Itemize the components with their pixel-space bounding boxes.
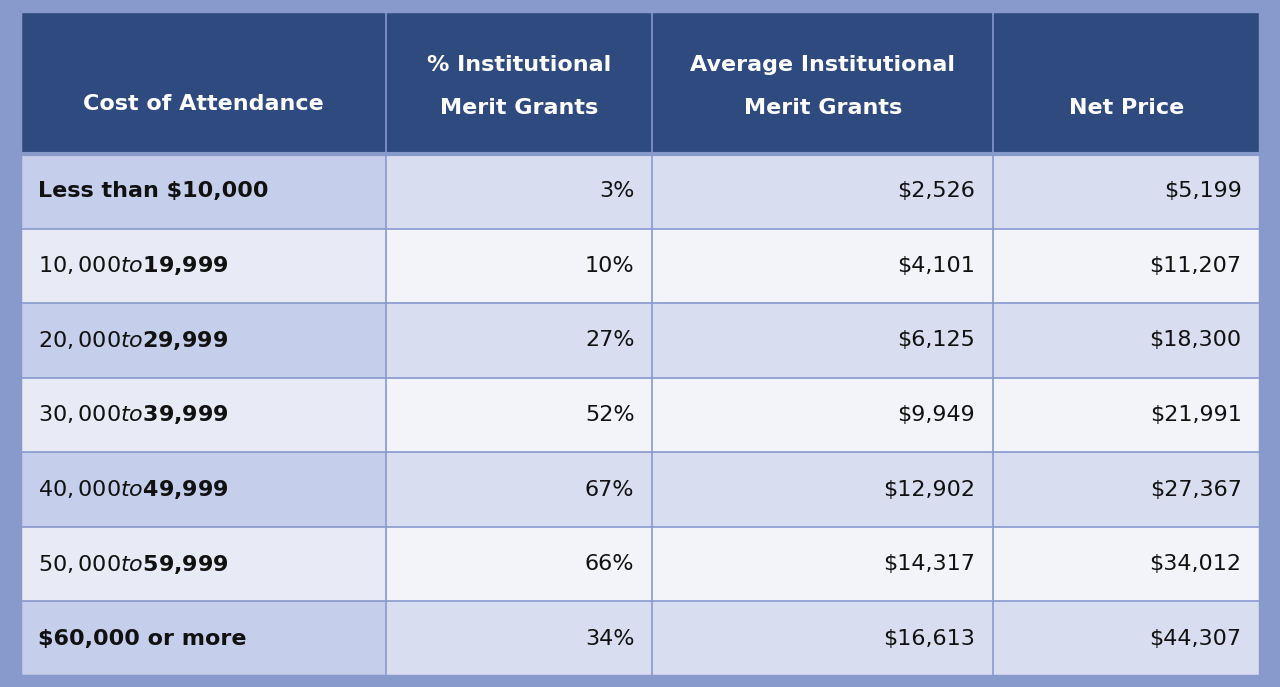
Text: $44,307: $44,307 [1149,629,1242,649]
Bar [20,229,387,303]
Text: Cost of Attendance: Cost of Attendance [83,94,324,114]
Bar [387,601,653,676]
Text: 66%: 66% [585,554,635,574]
Text: $12,902: $12,902 [883,480,975,499]
Text: 10%: 10% [585,256,635,276]
Bar [993,229,1260,303]
Bar [993,601,1260,676]
Bar [20,11,1260,154]
Bar [653,527,993,601]
Bar [387,378,653,452]
Bar [993,527,1260,601]
Text: $10,000 to $19,999: $10,000 to $19,999 [38,254,229,278]
Bar [993,154,1260,229]
Text: 67%: 67% [585,480,635,499]
Text: Merit Grants: Merit Grants [440,98,598,118]
Bar [387,154,653,229]
Text: Net Price: Net Price [1069,98,1184,118]
Text: Average Institutional: Average Institutional [690,56,955,76]
Text: Less than $10,000: Less than $10,000 [38,181,269,201]
Text: $40,000 to $49,999: $40,000 to $49,999 [38,478,229,501]
Text: $30,000 to $39,999: $30,000 to $39,999 [38,403,229,427]
Text: $20,000 to $29,999: $20,000 to $29,999 [38,329,229,352]
Text: Merit Grants: Merit Grants [744,98,902,118]
Text: $16,613: $16,613 [883,629,975,649]
Text: $11,207: $11,207 [1149,256,1242,276]
Bar [387,527,653,601]
Text: 27%: 27% [585,330,635,350]
Text: $18,300: $18,300 [1149,330,1242,350]
Text: 3%: 3% [599,181,635,201]
Bar [20,378,387,452]
Bar [993,452,1260,527]
Bar [20,452,387,527]
Text: $2,526: $2,526 [897,181,975,201]
Text: $4,101: $4,101 [897,256,975,276]
Text: $21,991: $21,991 [1149,405,1242,425]
Text: % Institutional: % Institutional [428,56,612,76]
Text: $5,199: $5,199 [1164,181,1242,201]
Text: $9,949: $9,949 [897,405,975,425]
Text: 34%: 34% [585,629,635,649]
Bar [20,154,387,229]
Text: $50,000 to $59,999: $50,000 to $59,999 [38,552,229,576]
Bar [653,452,993,527]
Text: $14,317: $14,317 [883,554,975,574]
Bar [20,303,387,378]
Text: $27,367: $27,367 [1149,480,1242,499]
Text: $34,012: $34,012 [1149,554,1242,574]
Text: 52%: 52% [585,405,635,425]
Text: $60,000 or more: $60,000 or more [38,629,247,649]
Bar [20,601,387,676]
Bar [387,303,653,378]
Bar [387,229,653,303]
Bar [387,452,653,527]
Bar [653,303,993,378]
Bar [20,527,387,601]
Bar [653,378,993,452]
Text: $6,125: $6,125 [897,330,975,350]
Bar [653,601,993,676]
Bar [653,154,993,229]
Bar [653,229,993,303]
Bar [993,303,1260,378]
Bar [993,378,1260,452]
